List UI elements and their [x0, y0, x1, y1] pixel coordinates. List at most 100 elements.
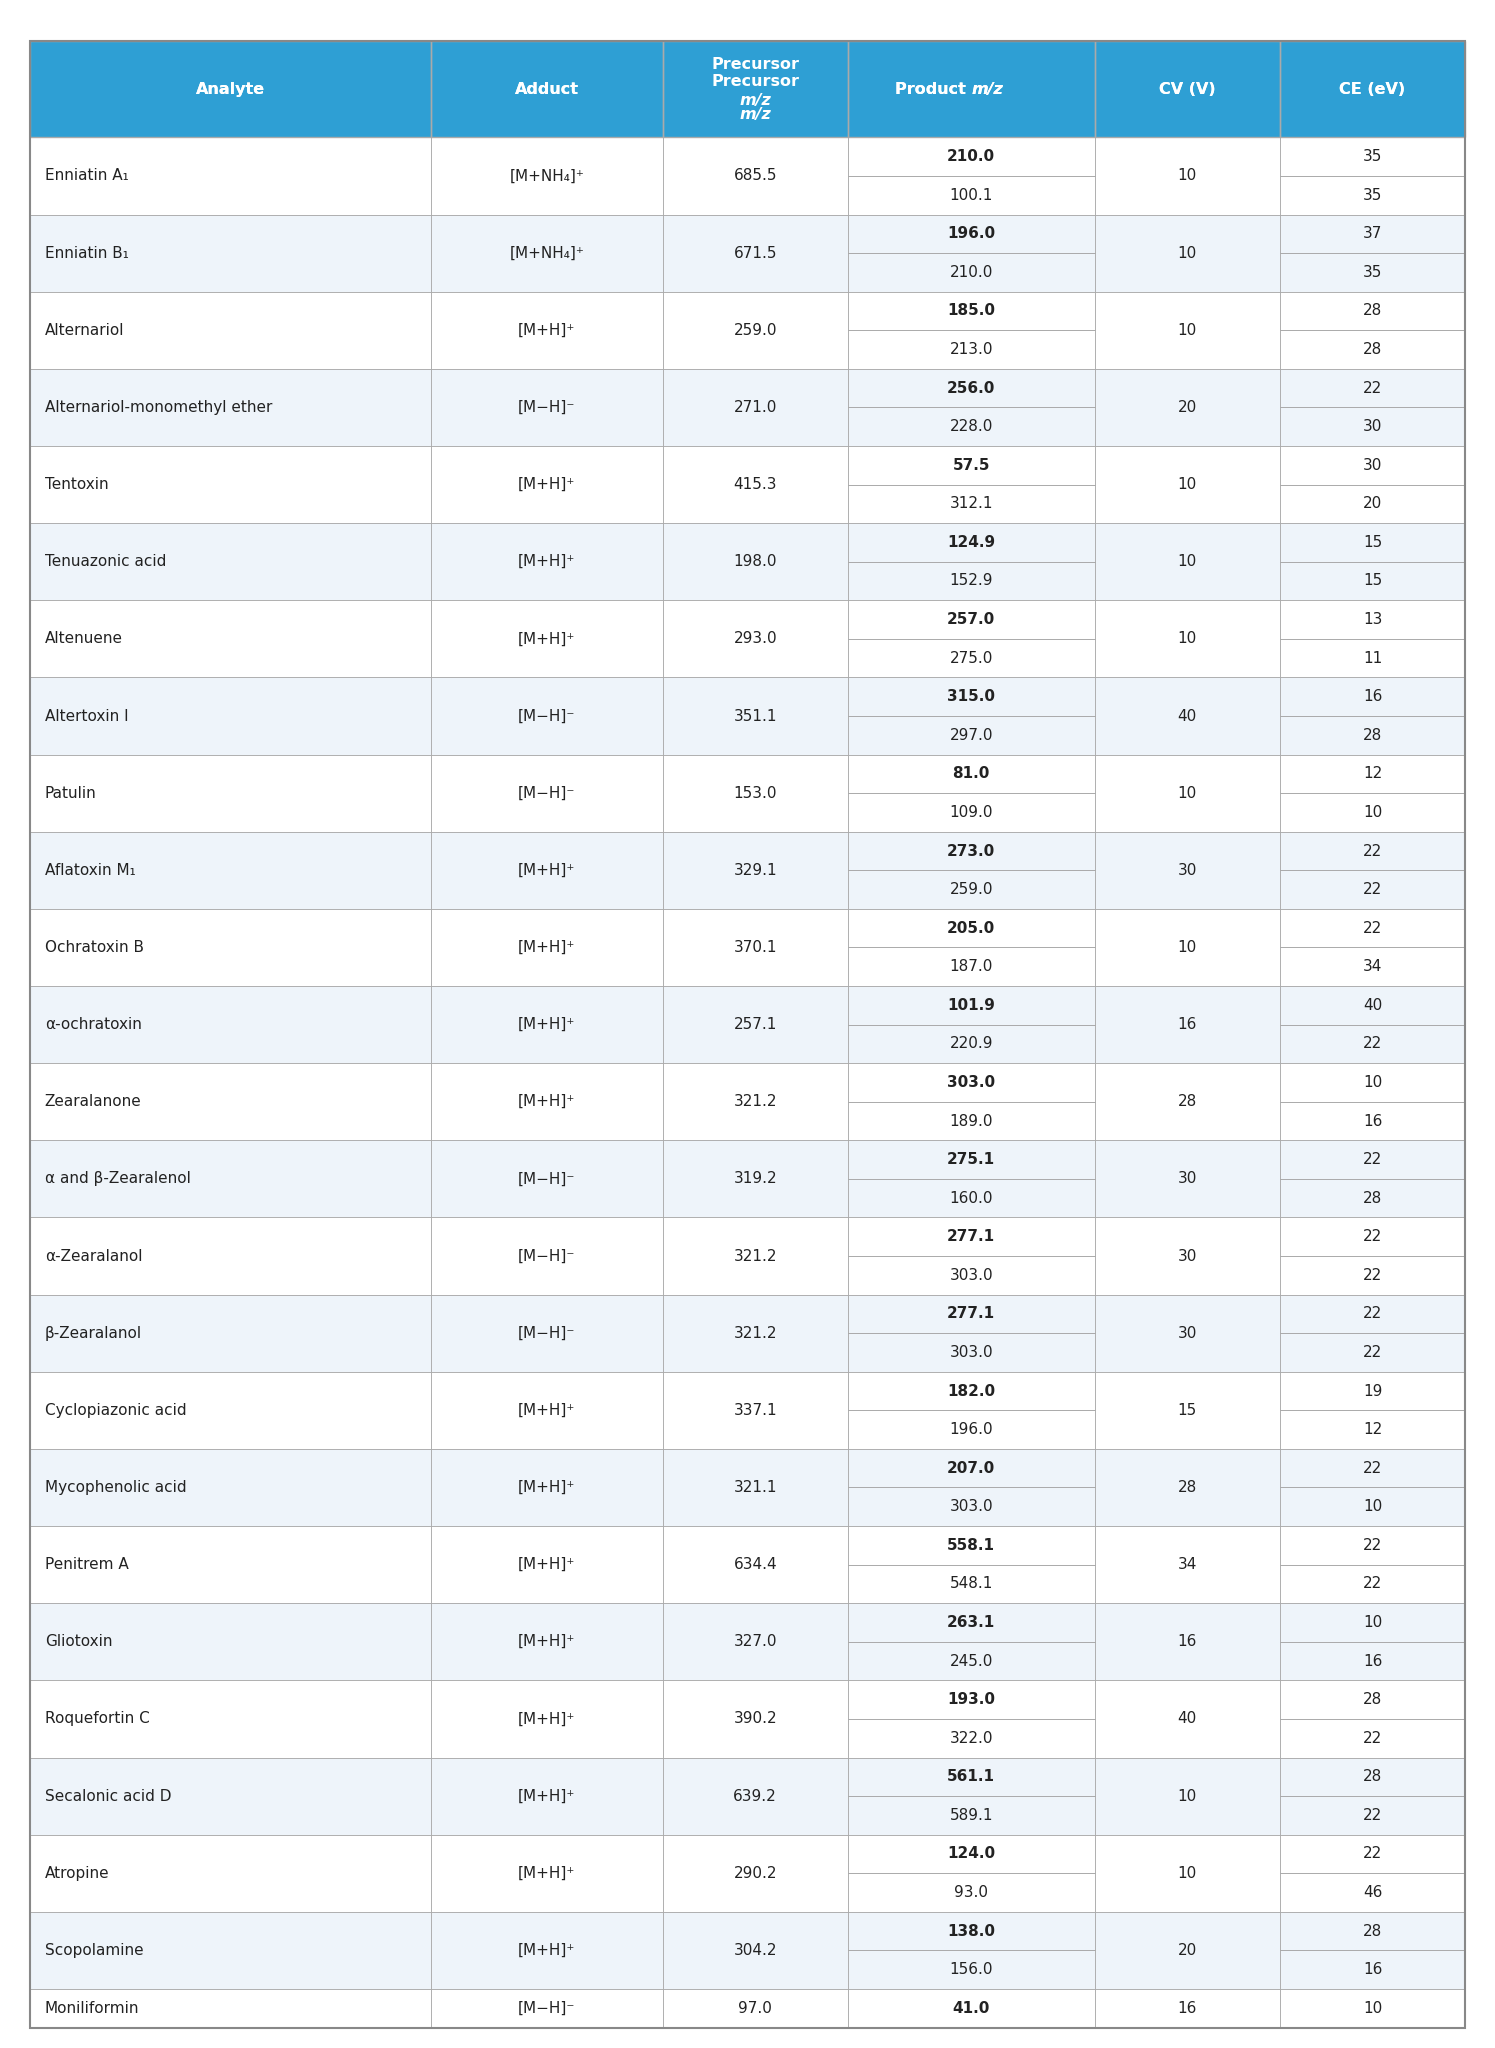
- Bar: [431, 291, 662, 369]
- Bar: [1094, 600, 1280, 678]
- Bar: [30, 678, 431, 754]
- Bar: [1094, 1911, 1280, 1989]
- Text: 28: 28: [1178, 1481, 1197, 1495]
- Text: Enniatin B₁: Enniatin B₁: [45, 246, 129, 260]
- Bar: [1280, 1063, 1465, 1102]
- Bar: [662, 1679, 848, 1757]
- Text: 193.0: 193.0: [948, 1692, 996, 1708]
- Bar: [1094, 1448, 1280, 1526]
- Bar: [848, 330, 1094, 369]
- Bar: [431, 1063, 662, 1141]
- Bar: [431, 1141, 662, 1217]
- Bar: [431, 831, 662, 909]
- Bar: [1280, 1448, 1465, 1487]
- Bar: [1280, 1796, 1465, 1835]
- Bar: [30, 41, 431, 137]
- Bar: [431, 1294, 662, 1372]
- Bar: [848, 1679, 1094, 1757]
- Text: 321.1: 321.1: [734, 1481, 777, 1495]
- Bar: [30, 1448, 431, 1526]
- Bar: [662, 137, 848, 215]
- Bar: [1280, 831, 1465, 909]
- Bar: [1280, 1604, 1465, 1642]
- Text: 263.1: 263.1: [948, 1616, 996, 1630]
- Text: 30: 30: [1178, 1249, 1197, 1264]
- Bar: [30, 446, 431, 522]
- Text: 30: 30: [1363, 459, 1383, 473]
- Text: 257.0: 257.0: [948, 612, 996, 627]
- Bar: [431, 1063, 662, 1141]
- Text: 22: 22: [1363, 922, 1383, 936]
- Text: m/z: m/z: [972, 82, 1003, 96]
- Bar: [1094, 137, 1280, 215]
- Bar: [662, 1448, 848, 1526]
- Text: Atropine: Atropine: [45, 1866, 109, 1880]
- Bar: [1280, 1679, 1465, 1718]
- Text: 34: 34: [1178, 1556, 1197, 1573]
- Bar: [431, 831, 662, 909]
- Bar: [1280, 1372, 1465, 1448]
- Text: 10: 10: [1178, 940, 1197, 954]
- Bar: [662, 369, 848, 446]
- Bar: [662, 754, 848, 831]
- Bar: [1280, 1950, 1465, 1989]
- Bar: [431, 522, 662, 600]
- Bar: [30, 831, 431, 909]
- Bar: [431, 41, 662, 137]
- Bar: [1094, 1294, 1280, 1372]
- Bar: [431, 909, 662, 985]
- Text: [M+H]⁺: [M+H]⁺: [519, 1018, 576, 1032]
- Bar: [662, 137, 848, 215]
- Text: Ochratoxin B: Ochratoxin B: [45, 940, 144, 954]
- Bar: [1094, 369, 1280, 446]
- Text: [M−H]⁻: [M−H]⁻: [519, 2001, 576, 2015]
- Bar: [848, 41, 1094, 137]
- Text: 12: 12: [1363, 766, 1383, 782]
- Bar: [662, 1604, 848, 1679]
- Text: [M−H]⁻: [M−H]⁻: [519, 709, 576, 723]
- Bar: [662, 446, 848, 522]
- Text: 40: 40: [1178, 709, 1197, 723]
- Text: 22: 22: [1363, 1268, 1383, 1282]
- Bar: [1280, 561, 1465, 600]
- Bar: [1094, 41, 1280, 137]
- Bar: [662, 215, 848, 291]
- Bar: [30, 1757, 431, 1835]
- Bar: [1280, 1911, 1465, 1989]
- Bar: [431, 1757, 662, 1835]
- Text: 22: 22: [1363, 381, 1383, 395]
- Bar: [1280, 1757, 1465, 1835]
- Text: Analyte: Analyte: [196, 82, 265, 96]
- Bar: [30, 909, 431, 985]
- Bar: [431, 1911, 662, 1989]
- Bar: [1280, 1989, 1465, 2028]
- Bar: [30, 369, 431, 446]
- Bar: [848, 1604, 1094, 1642]
- Text: [M+H]⁺: [M+H]⁺: [519, 1481, 576, 1495]
- Bar: [848, 870, 1094, 909]
- Bar: [1280, 600, 1465, 678]
- Text: CV (V): CV (V): [1159, 82, 1215, 96]
- Bar: [431, 446, 662, 522]
- Text: 22: 22: [1363, 1731, 1383, 1745]
- Text: 11: 11: [1363, 651, 1383, 666]
- Bar: [848, 446, 1094, 485]
- Bar: [1094, 1294, 1280, 1372]
- Bar: [1094, 1989, 1280, 2028]
- Bar: [30, 1911, 431, 1989]
- Bar: [1280, 369, 1465, 408]
- Bar: [30, 1679, 431, 1757]
- Text: [M+H]⁺: [M+H]⁺: [519, 1866, 576, 1880]
- Bar: [848, 137, 1094, 176]
- Bar: [848, 1642, 1094, 1679]
- Bar: [1280, 1642, 1465, 1679]
- Bar: [848, 1565, 1094, 1604]
- Bar: [431, 985, 662, 1063]
- Bar: [1094, 1372, 1280, 1448]
- Text: 303.0: 303.0: [949, 1268, 993, 1282]
- Bar: [848, 408, 1094, 446]
- Bar: [848, 215, 1094, 254]
- Text: 10: 10: [1363, 805, 1383, 819]
- Text: 259.0: 259.0: [734, 324, 777, 338]
- Bar: [1094, 985, 1280, 1063]
